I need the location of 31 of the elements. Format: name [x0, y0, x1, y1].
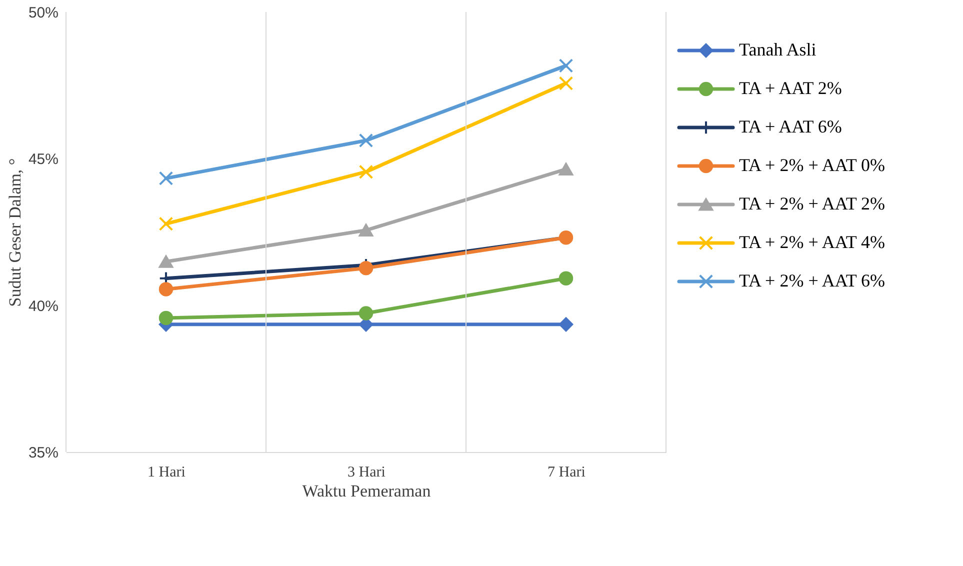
legend-label: TA + AAT 6%	[739, 116, 842, 136]
point	[158, 282, 174, 296]
legend-label: TA + 2% + AAT 6%	[739, 270, 886, 290]
point	[358, 224, 374, 237]
y-axis-title: Sudut Geser Dalam, °	[5, 158, 24, 307]
point	[558, 317, 574, 332]
y-tick-label: 45%	[28, 151, 58, 168]
point	[358, 306, 374, 320]
x-tick-label: 7 Hari	[548, 464, 586, 480]
x-tick-label: 1 Hari	[148, 464, 186, 480]
y-tick-label: 35%	[28, 444, 58, 462]
legend-label: TA + 2% + AAT 0%	[739, 155, 886, 175]
point	[558, 162, 574, 176]
legend-label: TA + 2% + AAT 2%	[739, 194, 886, 214]
point	[558, 58, 574, 73]
y-tick-label: 40%	[28, 298, 58, 315]
point	[158, 310, 174, 326]
point	[158, 255, 174, 268]
point	[158, 216, 174, 231]
point	[358, 260, 374, 276]
point	[558, 76, 574, 90]
point	[558, 271, 574, 286]
legend-label: TA + AAT 2%	[739, 78, 842, 98]
x-tick-label: 3 Hari	[348, 464, 386, 480]
legend-label: TA + 2% + AAT 4%	[739, 232, 886, 252]
point	[358, 164, 374, 179]
point	[158, 171, 174, 186]
legend-label: Tanah Asli	[739, 40, 816, 60]
point	[358, 133, 374, 148]
y-tick-label: 50%	[28, 4, 58, 22]
x-axis-title: Waktu Pemeraman	[302, 482, 432, 500]
